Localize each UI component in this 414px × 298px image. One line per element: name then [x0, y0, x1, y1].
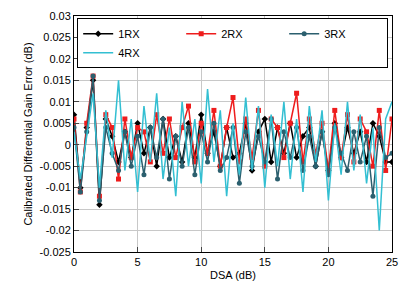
svg-text:-0.005: -0.005 — [40, 160, 71, 172]
svg-text:0: 0 — [65, 139, 71, 151]
svg-text:Calibrated Differential Gain E: Calibrated Differential Gain Error (dB) — [22, 42, 34, 225]
svg-text:0.025: 0.025 — [43, 31, 71, 43]
svg-text:20: 20 — [322, 256, 334, 268]
svg-text:4RX: 4RX — [118, 47, 140, 59]
svg-text:-0.025: -0.025 — [40, 246, 71, 258]
svg-text:15: 15 — [259, 256, 271, 268]
svg-text:-0.01: -0.01 — [46, 181, 71, 193]
svg-text:-0.02: -0.02 — [46, 224, 71, 236]
svg-text:0.02: 0.02 — [49, 53, 70, 65]
svg-text:2RX: 2RX — [221, 28, 243, 40]
svg-text:0.03: 0.03 — [49, 10, 70, 22]
svg-text:DSA (dB): DSA (dB) — [210, 269, 256, 281]
svg-text:0.005: 0.005 — [43, 117, 71, 129]
svg-text:1RX: 1RX — [118, 28, 140, 40]
svg-text:3RX: 3RX — [324, 28, 346, 40]
svg-text:0: 0 — [71, 256, 77, 268]
svg-text:25: 25 — [386, 256, 398, 268]
svg-text:-0.015: -0.015 — [40, 203, 71, 215]
svg-text:0.015: 0.015 — [43, 74, 71, 86]
svg-text:10: 10 — [195, 256, 207, 268]
svg-text:0.01: 0.01 — [49, 96, 70, 108]
svg-text:5: 5 — [135, 256, 141, 268]
